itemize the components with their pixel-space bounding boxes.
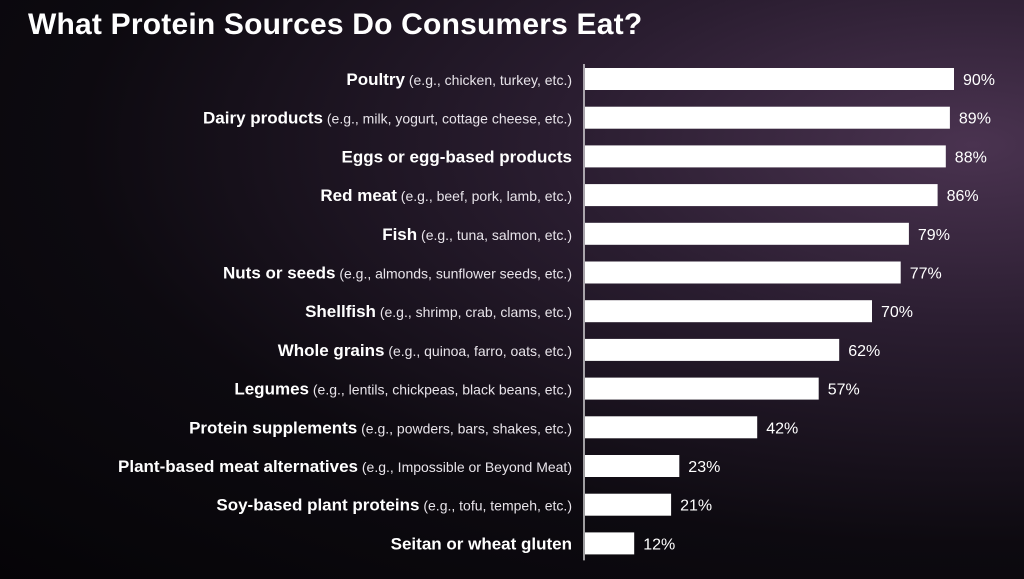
- value-label: 42%: [766, 420, 798, 437]
- category-label: Protein supplements (e.g., powders, bars…: [189, 418, 572, 437]
- category-examples: (e.g., powders, bars, shakes, etc.): [357, 420, 572, 436]
- value-label: 12%: [643, 536, 675, 553]
- category-examples: (e.g., quinoa, farro, oats, etc.): [384, 343, 572, 359]
- category-label: Plant-based meat alternatives (e.g., Imp…: [118, 457, 572, 476]
- category-name: Poultry: [346, 70, 405, 89]
- bar: [585, 300, 872, 323]
- category-name: Plant-based meat alternatives: [118, 457, 358, 476]
- category-name: Fish: [382, 225, 417, 244]
- value-label: 86%: [947, 188, 979, 205]
- bar: [585, 68, 954, 90]
- bar: [585, 377, 819, 400]
- category-name: Protein supplements: [189, 418, 357, 437]
- value-label: 23%: [688, 459, 720, 476]
- bar: [585, 145, 946, 168]
- category-name: Whole grains: [278, 341, 385, 360]
- category-label: Fish (e.g., tuna, salmon, etc.): [382, 225, 572, 244]
- category-label: Shellfish (e.g., shrimp, crab, clams, et…: [305, 302, 572, 321]
- category-label: Nuts or seeds (e.g., almonds, sunflower …: [223, 264, 572, 283]
- category-label: Dairy products (e.g., milk, yogurt, cott…: [203, 109, 572, 128]
- category-name: Soy-based plant proteins: [216, 496, 419, 515]
- category-name: Seitan or wheat gluten: [391, 534, 572, 553]
- category-name: Nuts or seeds: [223, 264, 335, 283]
- value-label: 90%: [963, 72, 995, 89]
- bar: [585, 455, 680, 477]
- category-label: Poultry (e.g., chicken, turkey, etc.): [346, 70, 572, 89]
- value-label: 88%: [955, 149, 987, 166]
- bar: [585, 106, 950, 129]
- category-name: Shellfish: [305, 302, 376, 321]
- category-label: Soy-based plant proteins (e.g., tofu, te…: [216, 496, 572, 515]
- bar: [585, 493, 672, 516]
- category-examples: (e.g., chicken, turkey, etc.): [405, 72, 572, 88]
- category-label: Seitan or wheat gluten: [391, 534, 572, 553]
- category-name: Dairy products: [203, 109, 323, 128]
- chart-title: What Protein Sources Do Consumers Eat?: [28, 8, 643, 41]
- bar: [585, 222, 909, 245]
- category-examples: (e.g., beef, pork, lamb, etc.): [397, 188, 572, 204]
- category-name: Legumes: [234, 380, 309, 399]
- category-examples: (e.g., Impossible or Beyond Meat): [358, 459, 572, 475]
- bar: [585, 532, 635, 555]
- category-examples: (e.g., milk, yogurt, cottage cheese, etc…: [323, 111, 572, 127]
- bar: [585, 261, 901, 284]
- category-name: Red meat: [320, 186, 397, 205]
- category-label: Eggs or egg-based products: [342, 147, 572, 166]
- category-examples: (e.g., tofu, tempeh, etc.): [419, 498, 572, 514]
- value-label: 62%: [848, 343, 880, 360]
- bar: [585, 338, 840, 361]
- bar: [585, 184, 938, 207]
- category-examples: (e.g., tuna, salmon, etc.): [417, 227, 572, 243]
- category-examples: (e.g., lentils, chickpeas, black beans, …: [309, 382, 572, 398]
- category-name: Eggs or egg-based products: [342, 147, 572, 166]
- value-label: 21%: [680, 498, 712, 515]
- value-label: 70%: [881, 304, 913, 321]
- category-label: Whole grains (e.g., quinoa, farro, oats,…: [278, 341, 572, 360]
- category-label: Red meat (e.g., beef, pork, lamb, etc.): [320, 186, 572, 205]
- category-examples: (e.g., shrimp, crab, clams, etc.): [376, 304, 572, 320]
- category-label: Legumes (e.g., lentils, chickpeas, black…: [234, 380, 572, 399]
- bar: [585, 416, 758, 439]
- value-label: 79%: [918, 227, 950, 244]
- category-examples: (e.g., almonds, sunflower seeds, etc.): [335, 266, 572, 282]
- value-label: 77%: [910, 266, 942, 283]
- value-label: 89%: [959, 111, 991, 128]
- value-label: 57%: [828, 382, 860, 399]
